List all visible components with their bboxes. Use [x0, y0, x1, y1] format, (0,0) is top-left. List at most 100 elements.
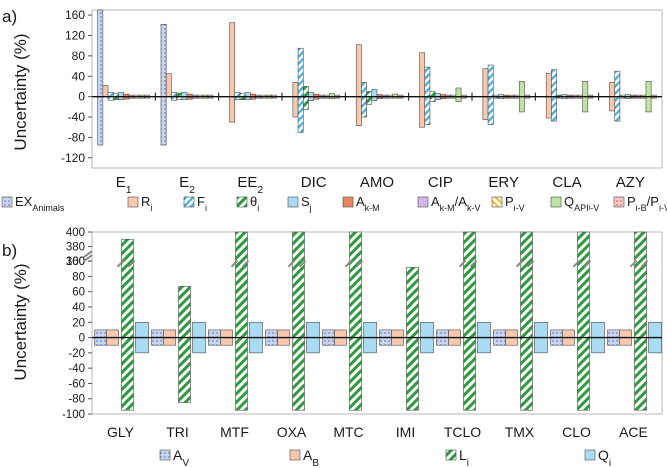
legend-a-label: Ak-M/Ak-V	[431, 194, 480, 213]
legend-a-label: θi	[250, 194, 259, 213]
legend-a-label: Fi	[197, 194, 207, 213]
panel-a-legend: EXAnimals Ri Fi θi Sj Ak-M Ak-M/Ak-V Pi-V QAPIi-…	[1, 194, 667, 213]
panel-b-axis-break	[83, 250, 93, 262]
legend-a-swatch	[183, 196, 195, 208]
panel-b-bar	[178, 286, 191, 403]
panel-b-frame	[91, 231, 663, 415]
panel-b-ylabel: Uncertainty (%)	[11, 263, 30, 380]
panel-b-break-mark	[287, 259, 307, 268]
panel-a-y-tick-label: -40	[68, 110, 86, 124]
panel-b-y-tick-label: 0	[79, 333, 85, 345]
panel-b-break-mark	[629, 259, 649, 268]
panel-a-x-tick-label: CIP	[428, 174, 453, 191]
panel-a-x-tick-label: ERY	[488, 174, 519, 191]
panel-a-x-tick-label: AMO	[360, 174, 394, 191]
panel-b-bar	[577, 231, 590, 411]
panel-b-x-tick-label: GLY	[107, 424, 135, 440]
panel-a-label: a)	[2, 7, 17, 26]
panel-a-x-tick-label: DIC	[301, 174, 327, 191]
panel-b-y-tick-label: 400	[66, 227, 85, 239]
panel-b-x-tick-label: ACE	[619, 424, 648, 440]
panel-b-y-tick-label: 380	[66, 242, 85, 254]
panel-a-plot: -120 -80 -40 0 40 80 120 160	[61, 8, 663, 169]
legend-a-label: Ri	[141, 194, 152, 213]
legend-a-label: Pi-V	[505, 194, 525, 213]
panel-b-label: b)	[2, 241, 17, 260]
legend-a-label: QAPIi-V	[564, 194, 599, 213]
legend-b-label: Li	[459, 447, 469, 468]
panel-b-bar	[634, 231, 647, 411]
legend-b-swatch	[289, 449, 301, 461]
panel-a-bar	[419, 52, 426, 128]
panel-a-bar	[361, 82, 367, 118]
panel-a-bar	[424, 66, 431, 125]
panel-a-ylabel: Uncertainty (%)	[11, 33, 30, 150]
panel-b-y-tick-label: 100	[66, 256, 85, 268]
panel-a-frame	[91, 9, 663, 169]
panel-a-x-tick-label: CLA	[552, 174, 581, 191]
panel-a-y-tick-label: 120	[65, 28, 85, 42]
panel-b-x-tick-label: TCLO	[444, 424, 481, 440]
panel-b-y-tick-label: -20	[68, 348, 85, 360]
panel-a-y-tick-label: 80	[72, 49, 86, 63]
panel-b-y-tick-label: 360	[66, 256, 85, 268]
panel-b-y-tick-label: 80	[72, 271, 85, 283]
panel-a-y-tick-label: 160	[65, 8, 85, 22]
panel-a-bar	[487, 64, 494, 125]
panel-b-bar	[292, 231, 305, 411]
panel-a-y-tick-label: 0	[78, 90, 85, 104]
panel-a-bar	[97, 9, 104, 146]
panel-a-bar	[160, 23, 167, 146]
legend-b-label: AB	[303, 447, 319, 468]
legend-a-label: Pi-B/Pi-V	[627, 194, 667, 213]
legend-b-label: Qi	[598, 447, 611, 468]
legend-a-swatch	[417, 196, 429, 208]
legend-a-swatch	[491, 196, 503, 208]
panel-b-x-tick-label: CLO	[562, 424, 591, 440]
panel-a-bar	[545, 72, 552, 119]
legend-a-swatch	[127, 196, 139, 208]
panel-a-bar	[355, 44, 362, 126]
panel-a-bar	[229, 22, 236, 123]
panel-b-break-mark	[344, 259, 364, 268]
legend-b-swatch	[584, 449, 596, 461]
legend-a-swatch	[1, 196, 13, 208]
panel-b-bar	[463, 231, 476, 411]
panel-b-bar	[235, 231, 248, 411]
panel-b-break-mark	[515, 259, 535, 268]
panel-a-x-tick-label: EE2	[237, 174, 263, 196]
panel-b-x-tick-label: TRI	[166, 424, 189, 440]
panel-a-x-tick-label: AZY	[616, 174, 645, 191]
legend-a-label: Ak-M	[356, 194, 380, 213]
panel-a-bar	[455, 87, 462, 103]
panel-a-bar	[302, 86, 309, 110]
legend-b-swatch	[445, 449, 457, 461]
legend-a-label: EXAnimals	[15, 194, 65, 213]
legend-b-swatch	[159, 449, 171, 461]
panel-b-y-tick-label: 20	[72, 317, 85, 329]
panel-a-x-tick-label: E2	[179, 174, 195, 196]
panel-b-break-mark	[230, 259, 250, 268]
panel-b-x-tick-label: IMI	[396, 424, 415, 440]
panel-b-break-mark	[116, 259, 136, 268]
legend-b-label: AV	[173, 447, 189, 468]
panel-b-x-tick-label: TMX	[505, 424, 535, 440]
panel-b-y-tick-label: -60	[68, 378, 85, 390]
panel-a-bar	[482, 68, 489, 120]
legend-a-swatch	[550, 196, 562, 208]
panel-b-bar	[406, 266, 419, 411]
panel-b-break-mark	[572, 259, 592, 268]
panel-a-x-tick-labels: E1 E2 EE2 DIC AMO CIP ERY CLA AZY	[116, 174, 645, 196]
panel-a-bar	[366, 91, 373, 105]
panel-a-x-tick-label: E1	[116, 174, 132, 196]
panel-a-bar	[297, 47, 304, 133]
panel-b-x-tick-label: MTF	[220, 424, 249, 440]
panel-a-y-tick-label: -80	[68, 130, 86, 144]
panel-b-bar	[349, 231, 362, 411]
panel-b-x-tick-label: OXA	[277, 424, 307, 440]
panel-b-y-tick-label: -80	[68, 394, 85, 406]
legend-a-swatch	[236, 196, 248, 208]
legend-a-swatch	[342, 196, 354, 208]
panel-b-y-tick-label: 60	[72, 287, 85, 299]
